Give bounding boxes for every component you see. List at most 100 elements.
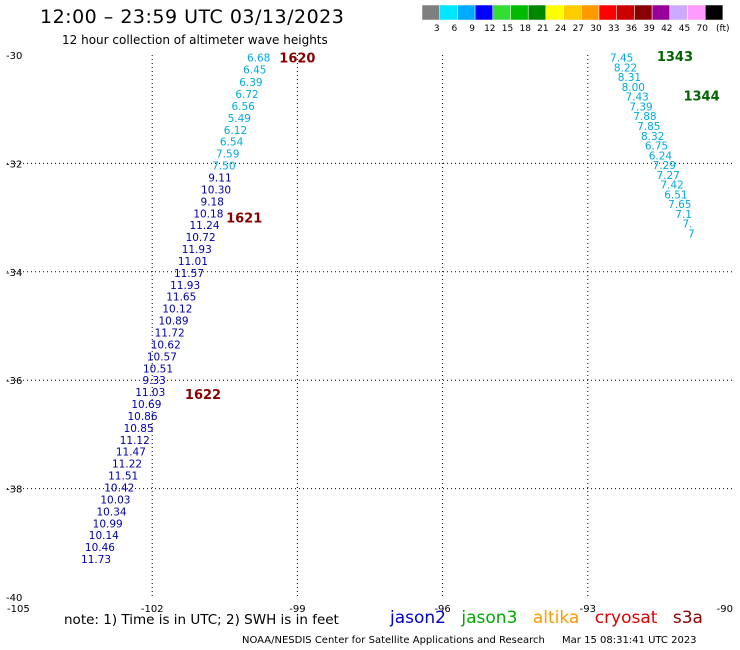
legend-tick-label: 15	[502, 24, 513, 34]
wave-height-value: 9.11	[208, 172, 231, 184]
legend-tick-label: 33	[608, 24, 619, 34]
wave-height-value: 6.45	[243, 65, 266, 77]
lat-tick-label: -32	[6, 159, 22, 170]
legend-swatch	[421, 4, 440, 21]
legend-tick-label: 6	[452, 24, 458, 34]
wave-height-value: 11.03	[135, 387, 165, 399]
legend-swatch	[492, 4, 511, 21]
wave-height-value: 6.54	[220, 137, 244, 149]
wave-height-value: 7.45	[610, 53, 633, 65]
legend-swatch	[581, 4, 600, 21]
wave-height-value: 7.65	[668, 199, 691, 211]
legend-tick-label: 39	[643, 24, 655, 34]
wave-height-value: 10.86	[127, 411, 157, 423]
generated-timestamp: Mar 15 08:31:41 UTC 2023	[562, 635, 697, 646]
wave-height-value: 10.34	[97, 506, 127, 518]
wave-height-value: 11.01	[178, 256, 208, 268]
wave-height-value: 10.51	[143, 363, 173, 375]
legend-tick-label: 45	[679, 24, 690, 34]
pass-time-label: 1343	[657, 50, 693, 65]
wave-height-value: 7.85	[637, 121, 660, 133]
wave-height-value: 10.72	[186, 232, 216, 244]
legend-tick-label: 12	[484, 24, 495, 34]
wave-height-value: 10.62	[151, 339, 181, 351]
wave-height-value: 11.73	[81, 554, 111, 566]
pass-time-label: 1622	[185, 388, 221, 403]
wave-height-value: 11.93	[182, 244, 212, 256]
legend-swatch	[616, 4, 635, 21]
credit-line: NOAA/NESDIS Center for Satellite Applica…	[242, 635, 697, 646]
legend-tick-label: 36	[626, 24, 638, 34]
wave-height-value: 7.27	[656, 170, 679, 182]
wave-height-value: 6.39	[239, 77, 262, 89]
map-title: 12:00 – 23:59 UTC 03/13/2023	[40, 6, 345, 28]
wave-height-value: 10.14	[89, 530, 119, 542]
lon-tick-label: -93	[580, 604, 596, 615]
wave-height-legend: 3 6 9 12 15 18 21 24 27 30 33 36 39 42 45 70 (ft)	[421, 4, 730, 34]
wave-height-value: 7.1	[675, 209, 692, 221]
credit-text: NOAA/NESDIS Center for Satellite Applica…	[242, 635, 545, 646]
map-subtitle: 12 hour collection of altimeter wave hei…	[62, 33, 328, 47]
legend-swatch	[634, 4, 653, 21]
wave-height-value: 10.18	[193, 208, 223, 220]
legend-swatch	[598, 4, 617, 21]
wave-height-value: 11.12	[120, 435, 150, 447]
wave-height-value: 7.43	[625, 92, 648, 104]
wave-height-value: 10.69	[131, 399, 161, 411]
legend-swatch	[510, 4, 529, 21]
legend-tick-label: 9	[469, 24, 475, 34]
legend-tick-label: 21	[537, 24, 548, 34]
wave-height-value: 7.42	[660, 180, 683, 192]
wave-height-value: 11.72	[155, 328, 185, 340]
wave-height-value: 6.24	[649, 150, 673, 162]
pass-time-label: 1344	[683, 90, 719, 105]
lon-tick-label: -102	[141, 604, 164, 615]
wave-height-value: 11.47	[116, 447, 146, 459]
lon-tick-label: -90	[717, 604, 733, 615]
lat-tick-label: -38	[6, 485, 22, 496]
legend-swatch	[563, 4, 582, 21]
lon-tick-label: -105	[7, 604, 30, 615]
wave-height-value: 6.12	[224, 125, 247, 137]
wave-height-value: 7.29	[653, 160, 676, 172]
legend-tick-label: 42	[661, 24, 672, 34]
wave-height-value: 9.33	[142, 375, 165, 387]
legend-swatch	[687, 4, 706, 21]
pass-time-label: 1620	[279, 52, 315, 67]
wave-height-value: 7.88	[633, 111, 656, 123]
wave-height-value: 9.18	[201, 196, 224, 208]
satellite-jason3: jason3	[461, 608, 518, 628]
wave-height-value: 7	[688, 228, 695, 240]
wave-height-value: 6.56	[231, 101, 255, 113]
lat-tick-label: -34	[6, 268, 22, 279]
wave-height-value: 10.46	[85, 542, 115, 554]
wave-height-value: 10.42	[104, 483, 134, 495]
wave-height-value: 7.59	[216, 149, 239, 161]
wave-height-value: 8.32	[641, 131, 664, 143]
wave-height-value: 11.65	[166, 292, 196, 304]
wave-height-value: 5.49	[228, 113, 251, 125]
lon-tick-label: -96	[434, 604, 450, 615]
satellite-cryosat: cryosat	[594, 608, 658, 628]
lat-tick-label: -40	[6, 593, 22, 604]
lon-tick-label: -99	[289, 604, 305, 615]
legend-swatch	[651, 4, 671, 21]
wave-height-value: 7.50	[212, 161, 235, 173]
wave-height-value: 11.22	[112, 459, 142, 471]
legend-tick-label: 27	[573, 24, 584, 34]
wave-height-value: 10.12	[162, 304, 192, 316]
wave-height-value: 10.85	[124, 423, 154, 435]
wave-height-value: 10.30	[201, 184, 231, 196]
legend-swatch	[704, 4, 724, 21]
wave-height-value: 6.75	[645, 141, 668, 153]
wave-height-value: 10.57	[147, 351, 177, 363]
wave-height-value: 11.57	[174, 268, 204, 280]
wave-height-value: 8.22	[614, 62, 637, 74]
legend-tick-label: 3	[434, 24, 440, 34]
legend-swatch	[545, 4, 564, 21]
wave-height-value: 8.31	[618, 72, 641, 84]
legend-tick-label: 24	[555, 24, 567, 34]
legend-swatch	[527, 4, 547, 21]
satellite-altika: altika	[532, 608, 580, 628]
wave-height-value: 11.24	[189, 220, 219, 232]
